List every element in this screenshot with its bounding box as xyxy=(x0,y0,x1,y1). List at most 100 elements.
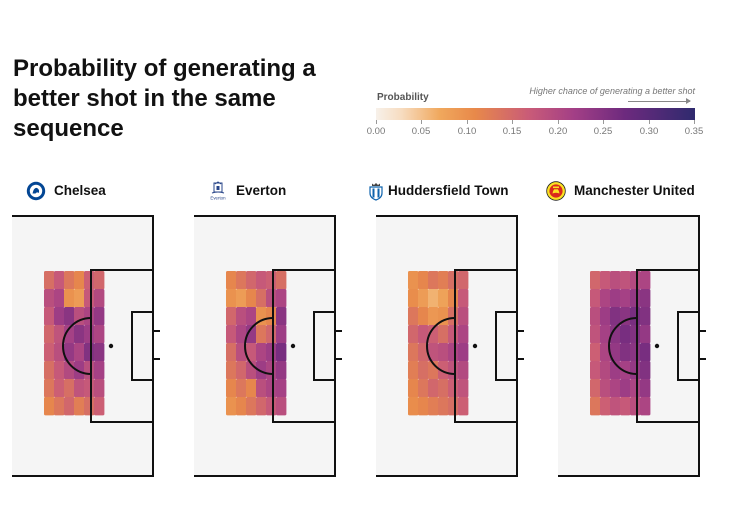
heatmap-cell xyxy=(630,307,641,326)
heatmap-cell xyxy=(448,379,459,398)
heatmap-cell xyxy=(408,379,419,398)
heatmap-cell xyxy=(438,379,449,398)
colorbar-tick-label: 0.30 xyxy=(639,126,659,137)
chart-title: Probability of generating a better shot … xyxy=(13,55,316,142)
heatmap-cell xyxy=(44,325,55,344)
heatmap-cell xyxy=(428,289,439,308)
heatmap-cell xyxy=(448,289,459,308)
heatmap-cell xyxy=(448,397,459,416)
heatmap-cell xyxy=(64,271,75,290)
heatmap-cell xyxy=(590,325,601,344)
penalty-spot xyxy=(654,343,660,349)
heatmap-cell xyxy=(610,289,621,308)
heatmap-cell xyxy=(620,361,631,380)
colorbar-note: Higher chance of generating a better sho… xyxy=(529,86,695,96)
heatmap-cell xyxy=(418,379,429,398)
manchester-united-crest-icon xyxy=(546,181,566,201)
heatmap-cell xyxy=(226,343,237,362)
heatmap-cell xyxy=(246,379,257,398)
heatmap-cell xyxy=(438,361,449,380)
heatmap-cell xyxy=(590,307,601,326)
heatmap-cell xyxy=(448,325,459,344)
heatmap-cell xyxy=(620,343,631,362)
heatmap-cell xyxy=(54,397,65,416)
heatmap-cell xyxy=(266,343,277,362)
heatmap-cell xyxy=(640,307,651,326)
heatmap-cell xyxy=(44,307,55,326)
penalty-spot xyxy=(290,343,296,349)
heatmap-cell xyxy=(448,307,459,326)
heatmap-cell xyxy=(236,307,247,326)
heatmap-cell xyxy=(84,271,95,290)
heatmap-cell xyxy=(74,289,85,308)
heatmap-cell xyxy=(630,325,641,344)
colorbar-label: Probability xyxy=(377,92,429,103)
huddersfield-crest-icon xyxy=(369,183,383,201)
team-header-huddersfield: Huddersfield Town xyxy=(366,180,536,206)
heatmap-cell xyxy=(256,271,267,290)
heatmap-cell xyxy=(408,343,419,362)
heatmap-cell xyxy=(256,379,267,398)
team-name: Manchester United xyxy=(574,183,695,198)
heatmap-cell xyxy=(44,343,55,362)
heatmap-cell xyxy=(458,325,469,344)
heatmap-cell xyxy=(64,289,75,308)
heatmap-cell xyxy=(428,307,439,326)
heatmap-cell xyxy=(256,343,267,362)
heatmap-cell xyxy=(44,361,55,380)
heatmap-cell xyxy=(276,289,287,308)
heatmap-cell xyxy=(256,361,267,380)
heatmap-cell xyxy=(620,379,631,398)
heatmap-cell xyxy=(64,307,75,326)
goal xyxy=(698,330,706,360)
heatmap-cell xyxy=(236,325,247,344)
heatmap-cell xyxy=(438,289,449,308)
chelsea-crest-icon xyxy=(26,181,46,201)
pitch-panel-chelsea xyxy=(12,215,160,477)
heatmap-cell xyxy=(438,325,449,344)
heatmap-cell xyxy=(630,271,641,290)
colorbar-ticks: 0.00 0.05 0.10 0.15 0.20 0.25 0.30 0.35 xyxy=(367,120,703,140)
heatmap-cell xyxy=(226,307,237,326)
heatmap-cell xyxy=(418,271,429,290)
heatmap-cell xyxy=(418,361,429,380)
heatmap-cell xyxy=(44,289,55,308)
heatmap-cell xyxy=(448,361,459,380)
heatmap-cell xyxy=(458,289,469,308)
heatmap-cell xyxy=(94,325,105,344)
heatmap-cell xyxy=(94,271,105,290)
heatmap-cell xyxy=(84,307,95,326)
heatmap-cell xyxy=(600,343,611,362)
everton-crest-icon: Everton xyxy=(210,181,226,201)
penalty-spot xyxy=(472,343,478,349)
heatmap-cell xyxy=(438,271,449,290)
heatmap-cell xyxy=(448,343,459,362)
team-name: Everton xyxy=(236,183,287,198)
heatmap-cell xyxy=(418,289,429,308)
heatmap-cell xyxy=(408,307,419,326)
heatmap-cell xyxy=(276,325,287,344)
heatmap-cell xyxy=(428,343,439,362)
heatmap-cell xyxy=(64,397,75,416)
colorbar-tick xyxy=(649,120,650,124)
penalty-spot xyxy=(108,343,114,349)
heatmap-cell xyxy=(226,271,237,290)
heatmap-cell xyxy=(458,343,469,362)
heatmap-cell xyxy=(276,307,287,326)
heatmap-cell xyxy=(630,397,641,416)
heatmap-cell xyxy=(74,397,85,416)
heatmap-cell xyxy=(236,397,247,416)
heatmap-cell xyxy=(64,379,75,398)
heatmap-cell xyxy=(74,379,85,398)
heatmap-cell xyxy=(418,397,429,416)
heatmap-cell xyxy=(590,379,601,398)
heatmap xyxy=(590,271,651,416)
heatmap-cell xyxy=(246,343,257,362)
heatmap-cell xyxy=(64,325,75,344)
penalty-arc xyxy=(426,317,456,375)
heatmap-cell xyxy=(54,343,65,362)
heatmap-cell xyxy=(256,289,267,308)
heatmap-cell xyxy=(226,379,237,398)
heatmap-cell xyxy=(600,289,611,308)
heatmap-cell xyxy=(600,271,611,290)
